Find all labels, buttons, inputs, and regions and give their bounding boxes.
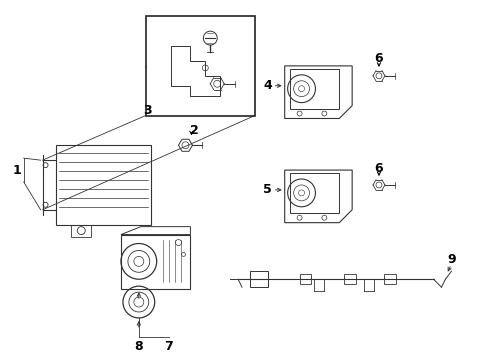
Text: 5: 5 bbox=[264, 184, 272, 197]
Bar bbox=[121, 235, 191, 289]
Bar bbox=[290, 69, 339, 109]
Bar bbox=[384, 274, 396, 284]
Bar bbox=[290, 173, 339, 213]
Bar bbox=[299, 274, 312, 284]
Text: 1: 1 bbox=[12, 163, 21, 176]
Bar bbox=[250, 271, 268, 287]
Text: 8: 8 bbox=[135, 340, 143, 353]
Text: 3: 3 bbox=[144, 104, 152, 117]
Bar bbox=[72, 225, 91, 237]
Text: 4: 4 bbox=[264, 79, 272, 92]
Bar bbox=[344, 274, 356, 284]
Bar bbox=[56, 145, 151, 225]
Text: 2: 2 bbox=[190, 124, 199, 137]
Bar bbox=[146, 16, 255, 116]
Text: 9: 9 bbox=[447, 253, 456, 266]
Text: 6: 6 bbox=[375, 53, 383, 66]
Text: 6: 6 bbox=[375, 162, 383, 175]
Text: 7: 7 bbox=[164, 340, 173, 353]
